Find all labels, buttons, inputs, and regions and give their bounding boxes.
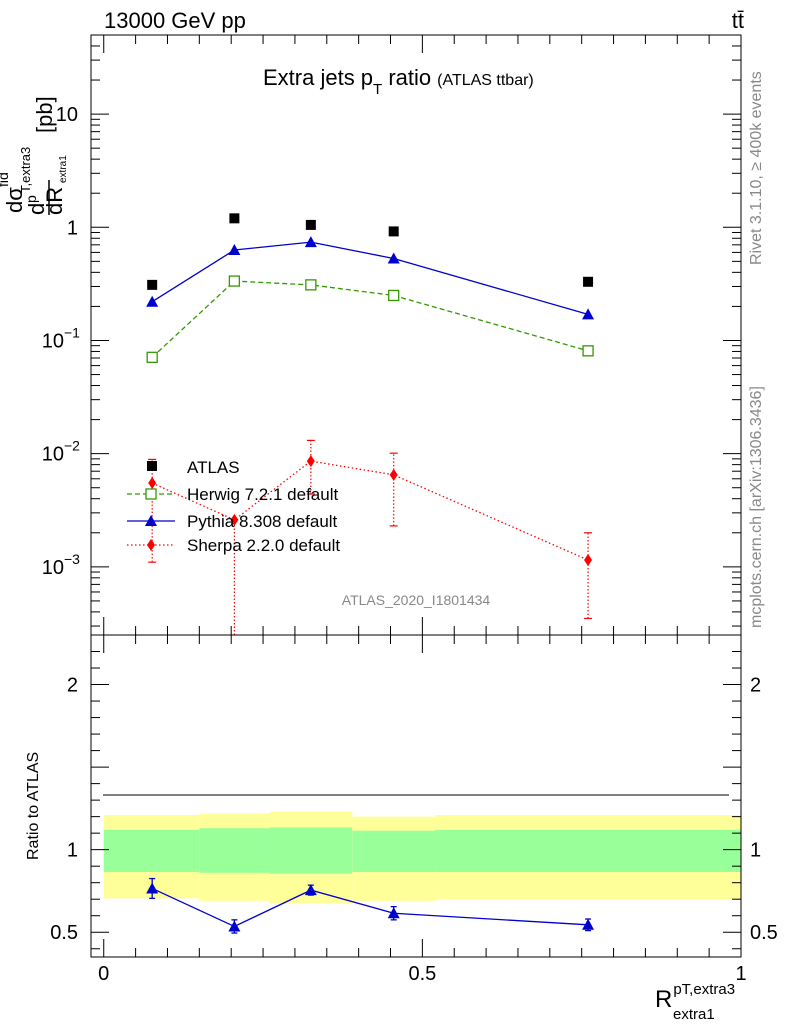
ylabel-t-extra3: T,extra3 [18,147,33,193]
ratio-point-pythia [228,920,241,932]
main-ytick-exponent: −3 [64,551,80,567]
data-point-sherpa [389,468,398,481]
series-line-pythia [151,241,589,316]
main-ylabel: d dR dσ fid p T,extra3 extra1 [pb] [0,96,69,215]
main-ytick-label: 10 [56,104,78,126]
ratio-ytick-label-right: 1 [750,840,761,862]
ylabel-d-top: d [24,203,49,215]
main-ytick-label: 1 [67,217,78,239]
legend-marker-sherpa [147,539,155,551]
data-point-pythia [228,244,241,256]
data-point-sherpa [584,553,593,566]
ratio-point-pythia [582,918,595,930]
data-point-pythia [582,308,595,320]
process-label: tt̄ [732,8,744,33]
mcplots-label: mcplots.cern.ch [arXiv:1306.3436] [748,386,765,628]
data-point-pythia [304,236,317,248]
legend-marker-herwig [145,488,157,500]
ratio-xlabel-sub: extra1 [673,1006,715,1023]
data-point-herwig [146,351,158,363]
ratio-frame [90,634,742,958]
data-point-atlas [388,226,399,237]
ratio-xtick-label: 0.5 [408,963,436,985]
uncertainty-band-inner [435,829,741,872]
series-line-sherpa [151,460,589,561]
data-point-herwig [228,275,241,287]
main-marks [146,213,595,635]
main-ytick-label: 10 [42,330,64,352]
data-point-herwig [582,345,594,357]
legend-label-pythia: Pythia 8.308 default [187,512,338,531]
ylabel-sigma: dσ [2,187,27,213]
ratio-ticks [91,635,742,957]
ratio-ylabel: Ratio to ATLAS [25,752,42,860]
legend-marker-atlas [147,461,157,471]
energy-label: 13000 GeV pp [104,8,246,33]
series-line-herwig [151,280,589,358]
rivet-version-label: Rivet 3.1.10, ≥ 400k events [748,71,765,265]
data-point-atlas [229,213,240,224]
data-point-pythia [387,252,400,264]
data-point-atlas [583,276,594,287]
ratio-point-pythia [387,907,400,919]
ratio-point-pythia [304,884,317,896]
ratio-ytick-label-right: 2 [750,675,761,697]
ratio-marks [146,877,595,934]
main-ytick-label: 10 [42,557,64,579]
ratio-bands [103,811,741,904]
legend-marker-pythia [145,515,157,526]
data-point-sherpa [306,455,315,468]
ratio-xtick-label: 0 [98,963,109,985]
data-point-sherpa [148,477,157,490]
ratio-xtick-labels: 0 0.5 1 [98,963,746,985]
main-ytick-exponent: −2 [64,438,80,454]
ylabel-fid: fid [0,172,11,187]
ylabel-p-sub: p [23,195,39,203]
chart-title: Extra jets pT ratio (ATLAS ttbar) [263,65,534,98]
data-point-atlas [305,219,316,230]
ratio-xtick-label: 1 [735,963,746,985]
main-ytick-exponent: −1 [64,324,80,340]
uncertainty-band-inner [269,827,353,874]
analysis-watermark: ATLAS_2020_I1801434 [342,592,491,608]
ylabel-extra1: extra1 [58,155,69,183]
main-ytick-label: 10 [42,444,64,466]
ylabel-d-bottom: dR [42,187,67,215]
ratio-xlabel: RpT,extra3 [655,981,735,1013]
data-point-herwig [305,279,317,291]
ratio-ytick-label-left: 2 [67,675,78,697]
data-point-atlas [147,279,158,290]
uncertainty-band-inner [199,828,270,873]
data-point-pythia [146,295,159,307]
ratio-ytick-label-left: 0.5 [50,922,78,944]
ratio-ytick-label-right: 0.5 [750,922,778,944]
ratio-ytick-label-left: 1 [67,840,78,862]
legend-label-atlas: ATLAS [187,458,240,477]
ylabel-unit: [pb] [32,96,57,133]
uncertainty-band-inner [352,830,436,872]
data-point-sherpa [230,513,239,526]
legend-label-herwig: Herwig 7.2.1 default [187,485,338,504]
uncertainty-band-inner [103,829,200,872]
ratio-point-pythia [146,882,159,894]
legend: ATLAS Herwig 7.2.1 default Pythia 8.308 … [127,458,340,555]
main-ticks [91,34,742,635]
data-point-herwig [388,289,400,302]
ratio-ytick-labels: 0.5 0.5 1 1 2 2 [50,675,778,945]
ratio-panel: 0.5 0.51 12 2 0 0.5 1 Ratio to ATLAS RpT,extr… [25,634,778,1023]
legend-label-sherpa: Sherpa 2.2.0 default [187,536,340,555]
